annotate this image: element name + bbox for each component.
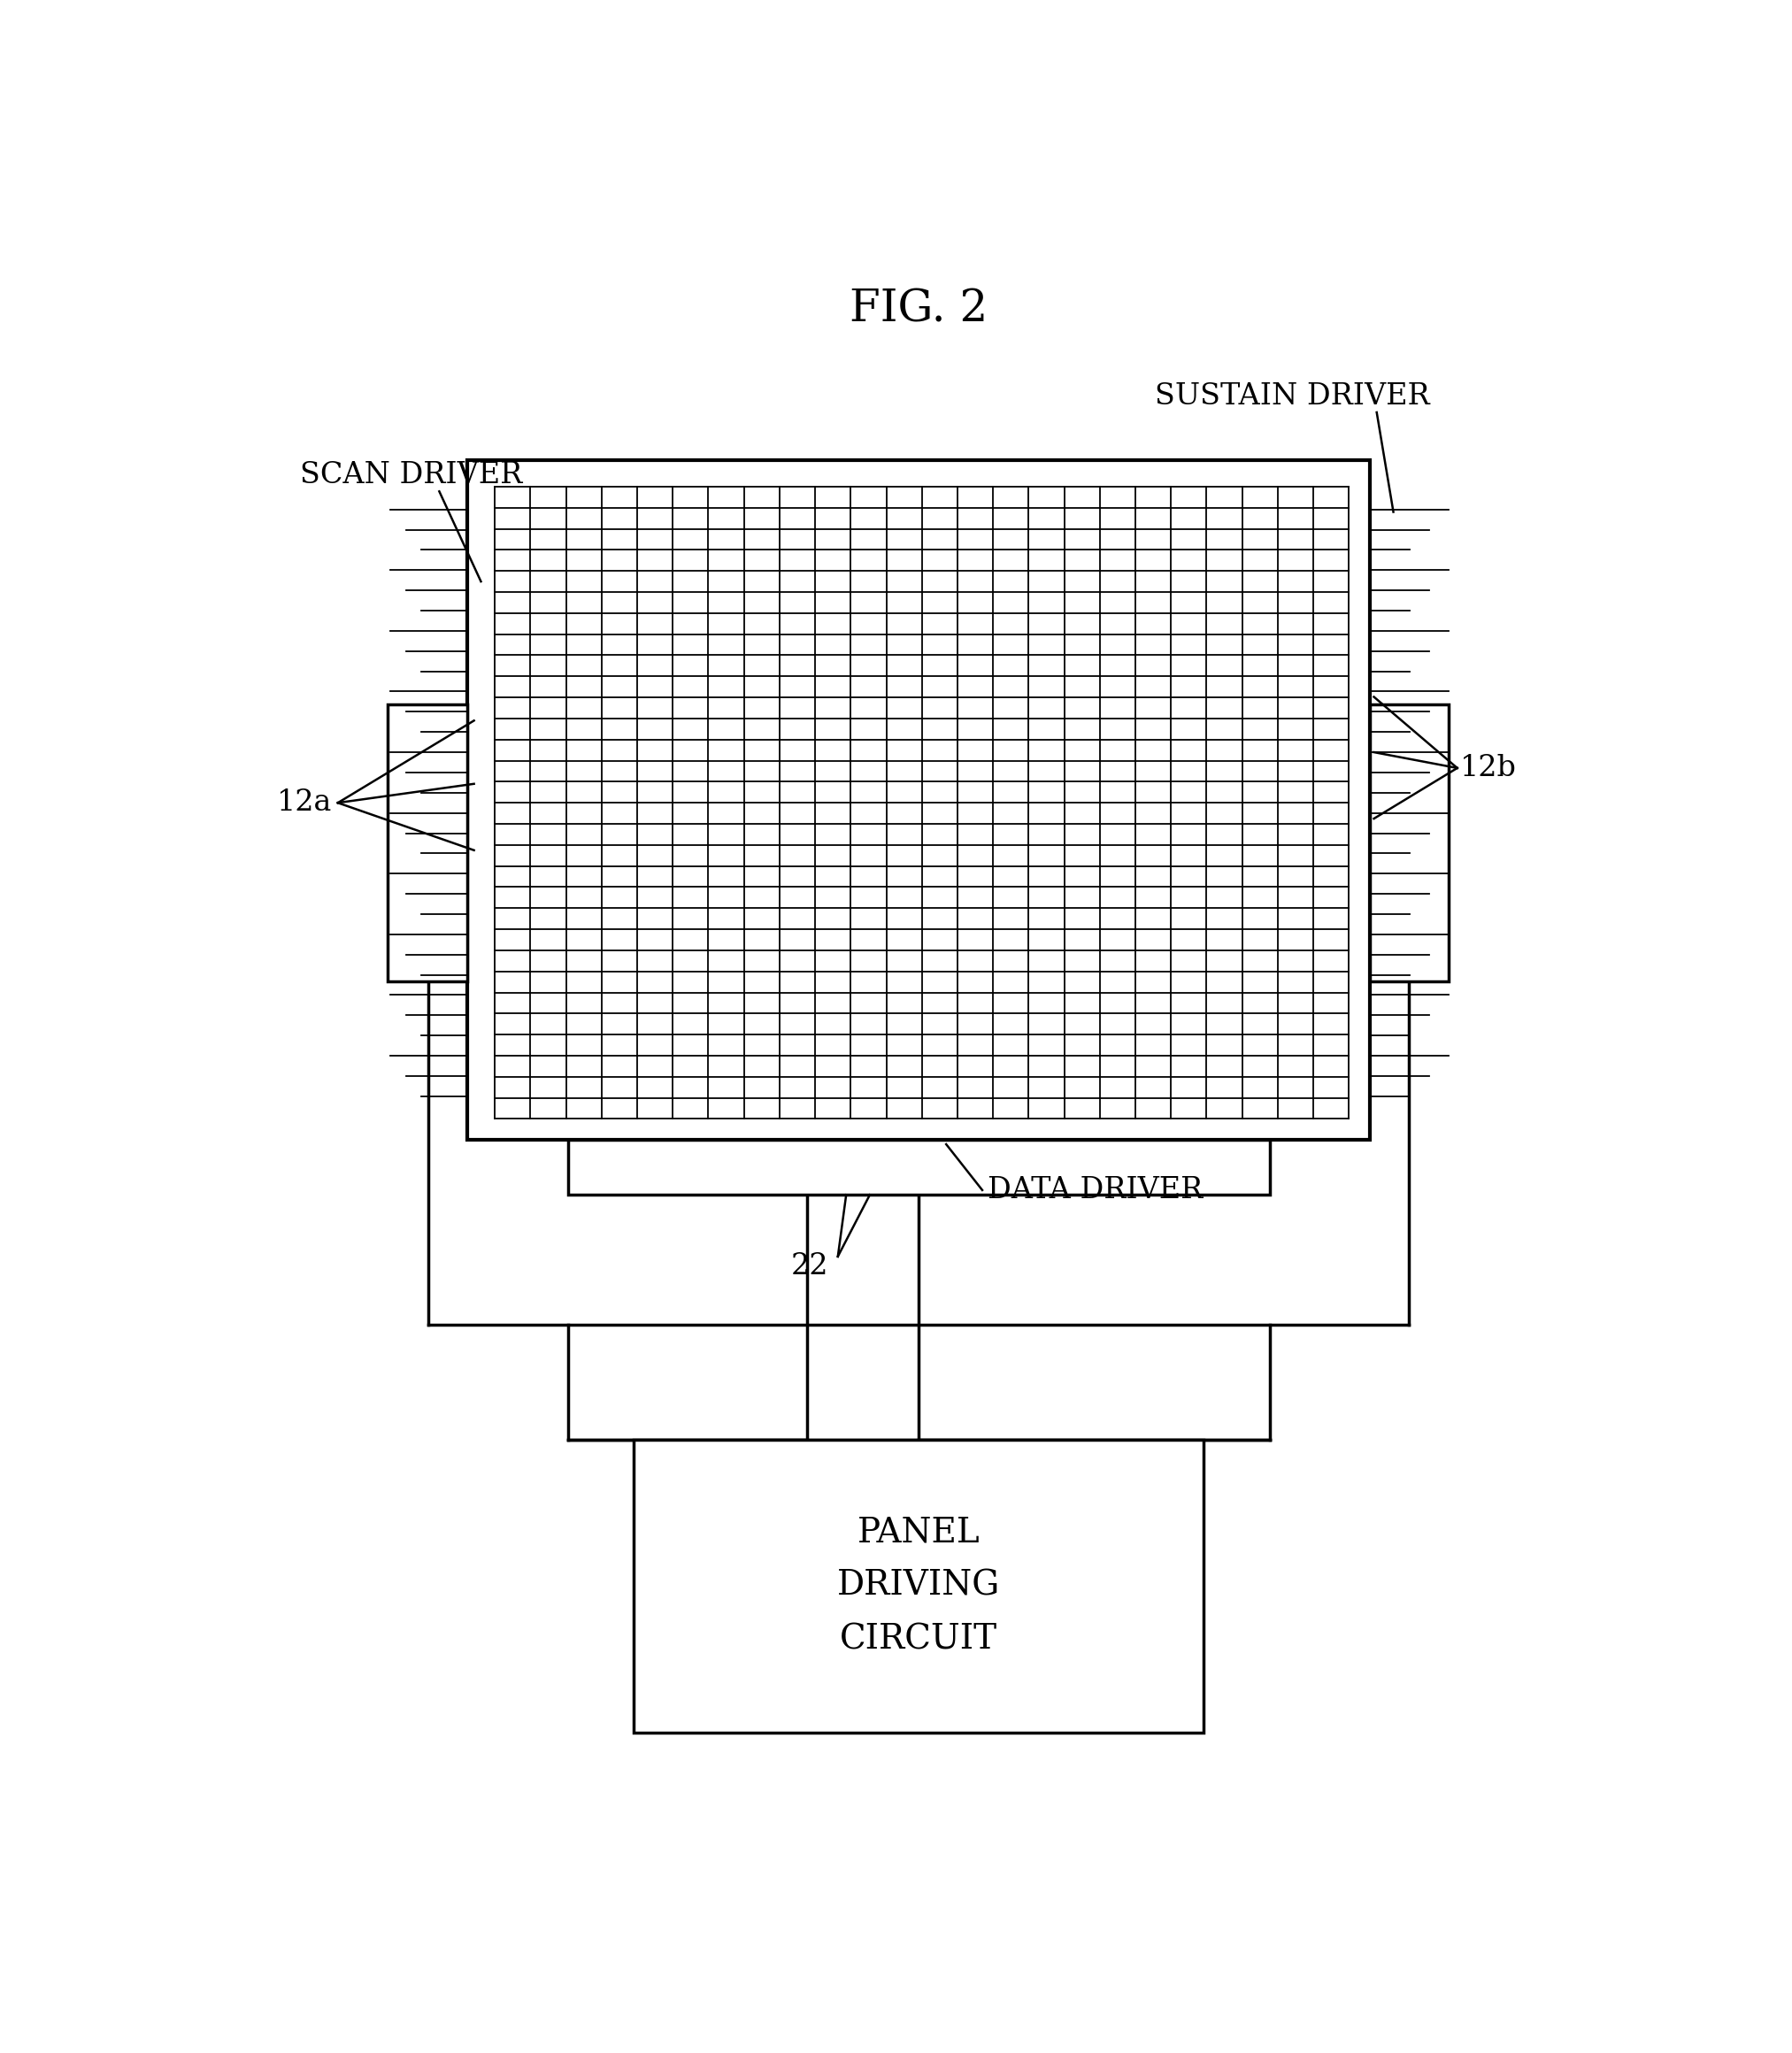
Text: PANEL
DRIVING
CIRCUIT: PANEL DRIVING CIRCUIT	[837, 1517, 1000, 1655]
Text: FIG. 2: FIG. 2	[849, 287, 987, 331]
Bar	[634, 1439, 1202, 1733]
Text: 12a: 12a	[276, 788, 332, 817]
Text: SUSTAIN DRIVER: SUSTAIN DRIVER	[1154, 382, 1430, 411]
Text: SCAN DRIVER: SCAN DRIVER	[301, 462, 523, 491]
Text: 12b: 12b	[1460, 753, 1516, 782]
Bar	[387, 704, 468, 981]
Text: DATA DRIVER: DATA DRIVER	[987, 1176, 1202, 1205]
Bar	[568, 1139, 1271, 1195]
Bar	[1369, 704, 1450, 981]
Text: 22: 22	[792, 1252, 830, 1281]
Bar	[468, 460, 1369, 1139]
